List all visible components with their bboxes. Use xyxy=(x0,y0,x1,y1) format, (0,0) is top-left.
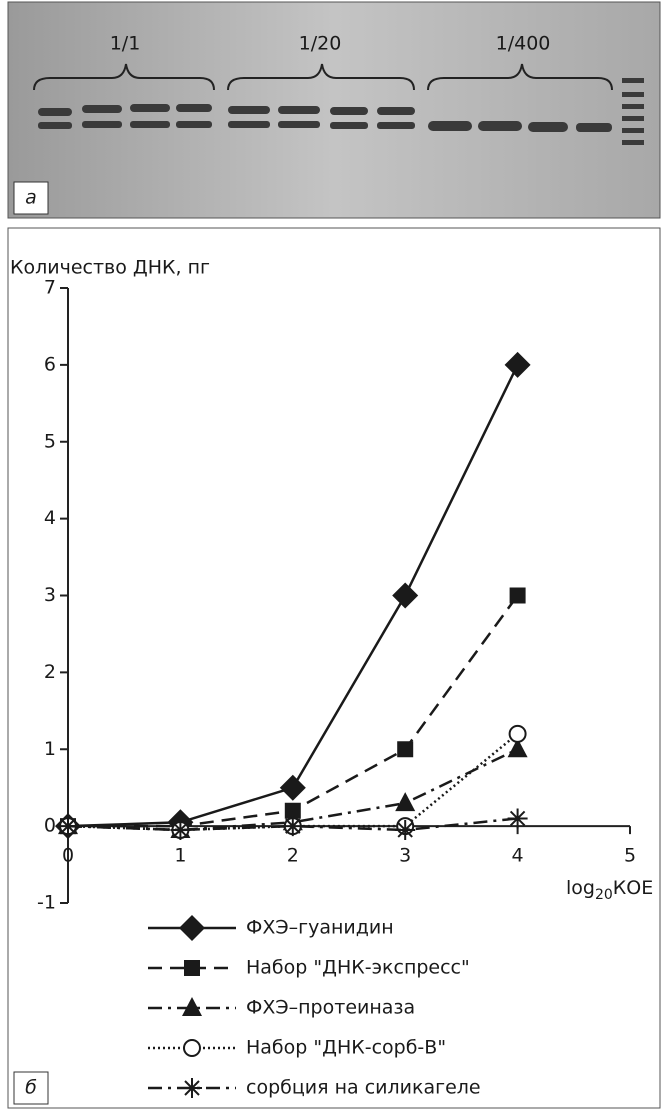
y-tick-label: 4 xyxy=(44,507,56,529)
x-title-part: КОЕ xyxy=(613,877,653,899)
legend-label: сорбция на силикагеле xyxy=(246,1077,481,1099)
dilution-label: 1/20 xyxy=(299,33,342,55)
x-title-sub: 20 xyxy=(595,887,613,903)
figure: 1/1 1/20 1/400 а Количество ДНК, пг log2… xyxy=(0,0,662,1111)
y-tick-label: 7 xyxy=(44,277,56,299)
x-title-part: log xyxy=(566,877,595,899)
y-axis-title: Количество ДНК, пг xyxy=(10,257,210,279)
marker xyxy=(58,816,78,836)
marker xyxy=(184,1040,200,1056)
marker xyxy=(397,741,413,757)
legend-label: Набор "ДНК-экспресс" xyxy=(246,957,470,979)
marker xyxy=(508,808,528,828)
y-tick-label: 0 xyxy=(44,815,56,837)
dilution-label: 1/1 xyxy=(110,33,141,55)
x-tick-label: 1 xyxy=(174,845,186,867)
marker xyxy=(170,820,190,840)
x-tick-label: 4 xyxy=(512,845,524,867)
marker xyxy=(283,816,303,836)
x-tick-label: 0 xyxy=(62,845,74,867)
marker xyxy=(510,726,526,742)
y-tick-label: 6 xyxy=(44,353,56,375)
panel-label: б xyxy=(25,1077,37,1099)
y-tick-label: -1 xyxy=(37,892,56,914)
dilution-label: 1/400 xyxy=(496,33,551,55)
y-tick-label: 5 xyxy=(44,430,56,452)
marker xyxy=(395,820,415,840)
gel-panel: 1/1 1/20 1/400 а xyxy=(8,2,660,218)
y-tick-label: 3 xyxy=(44,584,56,606)
legend-label: ФХЭ–гуанидин xyxy=(246,917,394,939)
x-tick-label: 2 xyxy=(287,845,299,867)
legend-label: Набор "ДНК-сорб-В" xyxy=(246,1037,446,1059)
panel-label: а xyxy=(25,187,37,209)
marker xyxy=(184,960,200,976)
marker xyxy=(182,1078,202,1098)
marker xyxy=(510,588,526,604)
legend-label: ФХЭ–протеиназа xyxy=(246,997,415,1019)
y-tick-label: 2 xyxy=(44,661,56,683)
x-tick-label: 5 xyxy=(624,845,636,867)
y-tick-label: 1 xyxy=(44,738,56,760)
x-tick-label: 3 xyxy=(399,845,411,867)
